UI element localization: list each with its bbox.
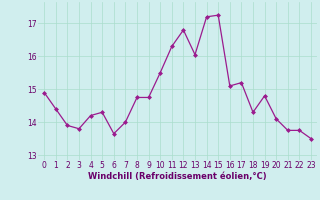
X-axis label: Windchill (Refroidissement éolien,°C): Windchill (Refroidissement éolien,°C) — [88, 172, 267, 181]
